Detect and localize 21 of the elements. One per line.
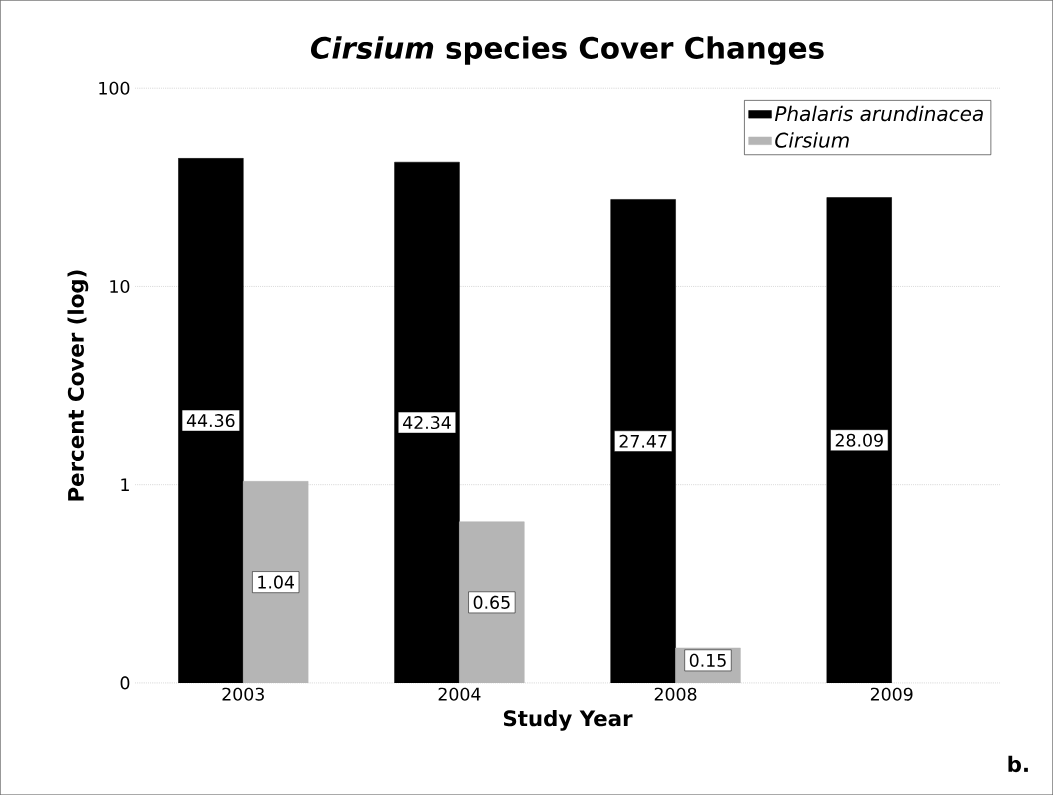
data-label: 0.65 xyxy=(473,595,510,609)
y-tick-label: 1 xyxy=(121,478,129,491)
text: b. xyxy=(1008,755,1028,773)
chart-title: Cirsium species Cover Changes xyxy=(310,36,824,65)
y-tick-label: 10 xyxy=(110,279,130,293)
data-label: 27.47 xyxy=(619,434,667,448)
x-tick-label: 2003 xyxy=(222,687,264,701)
x-axis-title: Study Year xyxy=(503,709,633,731)
x-tick-label: 2004 xyxy=(438,687,481,701)
y-tick-label: 100 xyxy=(99,81,130,95)
data-label: 1.04 xyxy=(258,575,294,589)
data-label: 44.36 xyxy=(186,413,235,428)
x-tick-label: 2008 xyxy=(654,687,697,701)
y-axis-title: Percent Cover (log) xyxy=(67,270,89,501)
legend-label: Cirsium xyxy=(775,132,849,148)
y-tick-label: 0 xyxy=(120,676,130,690)
data-label: 42.34 xyxy=(403,415,451,430)
data-label: 0.15 xyxy=(689,653,726,667)
legend-label: Phalaris arundinacea xyxy=(774,105,983,122)
data-label: 28.09 xyxy=(835,433,883,447)
x-tick-label: 2009 xyxy=(870,687,913,701)
